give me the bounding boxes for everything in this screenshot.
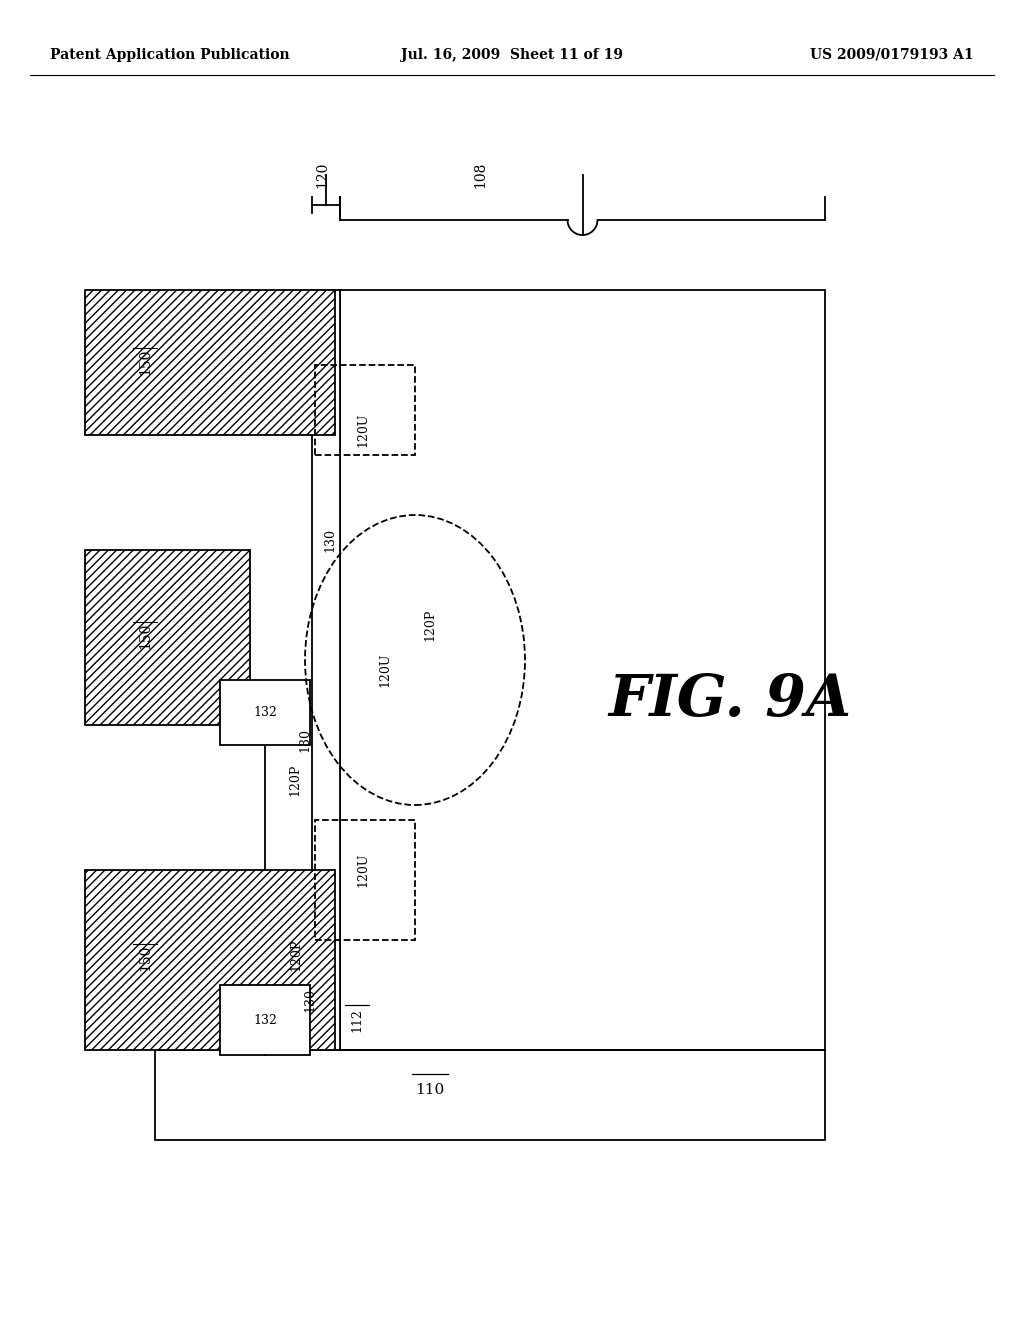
Text: 112: 112 [350, 1008, 364, 1032]
Text: 120P: 120P [289, 764, 301, 796]
Text: 120U: 120U [356, 413, 370, 447]
Text: 108: 108 [473, 162, 487, 189]
Text: 130: 130 [303, 987, 316, 1012]
Text: 130: 130 [324, 528, 337, 552]
Text: 120U: 120U [379, 653, 391, 688]
Text: 120P: 120P [424, 609, 436, 642]
Bar [85, 550, 250, 725]
Text: 132: 132 [253, 1014, 276, 1027]
Text: 150: 150 [138, 348, 152, 375]
Bar [340, 290, 825, 1049]
Text: 110: 110 [416, 1082, 444, 1097]
Text: FIG. 9A: FIG. 9A [608, 672, 852, 729]
Text: 132: 132 [253, 705, 276, 718]
Bar [312, 290, 340, 1049]
Bar [315, 820, 415, 940]
Bar [85, 290, 335, 436]
Text: 120: 120 [315, 162, 329, 189]
Text: 130: 130 [299, 729, 311, 752]
Text: 120P: 120P [290, 939, 302, 972]
Text: 120U: 120U [356, 853, 370, 887]
Bar [315, 366, 415, 455]
Bar [155, 1049, 825, 1140]
Text: Patent Application Publication: Patent Application Publication [50, 48, 290, 62]
Text: 150: 150 [138, 623, 152, 649]
Bar [220, 985, 310, 1055]
Text: 150: 150 [138, 945, 152, 972]
Text: Jul. 16, 2009  Sheet 11 of 19: Jul. 16, 2009 Sheet 11 of 19 [401, 48, 623, 62]
Bar [220, 680, 310, 744]
Text: US 2009/0179193 A1: US 2009/0179193 A1 [810, 48, 974, 62]
Bar [85, 870, 335, 1049]
